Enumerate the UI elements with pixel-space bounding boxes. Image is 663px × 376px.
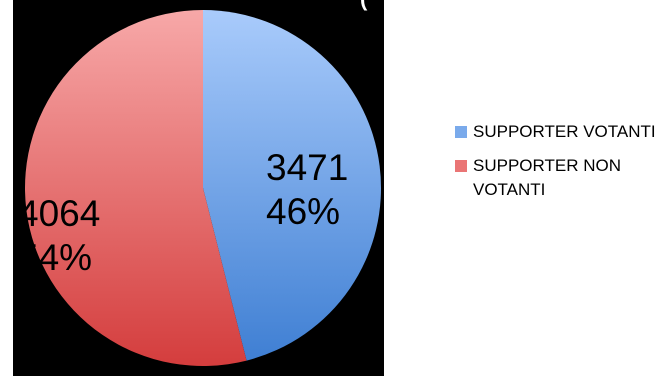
legend: SUPPORTER VOTANTI SUPPORTER NON VOTANTI [455,120,663,212]
legend-label: SUPPORTER NON VOTANTI [473,156,621,199]
slice-label-supporter-votanti: 3471 46% [266,146,348,234]
slice-label-supporter-non-votanti: 4064 54% [18,192,100,280]
slice-value: 3471 [266,147,349,188]
slice-percent: 54% [18,237,93,278]
legend-item-supporter-votanti: SUPPORTER VOTANTI [455,120,663,144]
slice-percent: 46% [266,191,341,232]
chart-area: 3471 46% 4064 54% ( [13,0,384,376]
chart-title-fragment: ( [360,0,367,12]
pie-slice-supporter-votanti [203,10,382,361]
slice-value: 4064 [18,193,101,234]
legend-label: SUPPORTER VOTANTI [473,122,656,141]
pie-slice-supporter-non-votanti [25,10,247,366]
pie-chart [25,10,382,366]
legend-item-supporter-non-votanti: SUPPORTER NON VOTANTI [455,154,663,202]
legend-swatch-blue [455,126,467,138]
legend-swatch-red [455,160,467,172]
